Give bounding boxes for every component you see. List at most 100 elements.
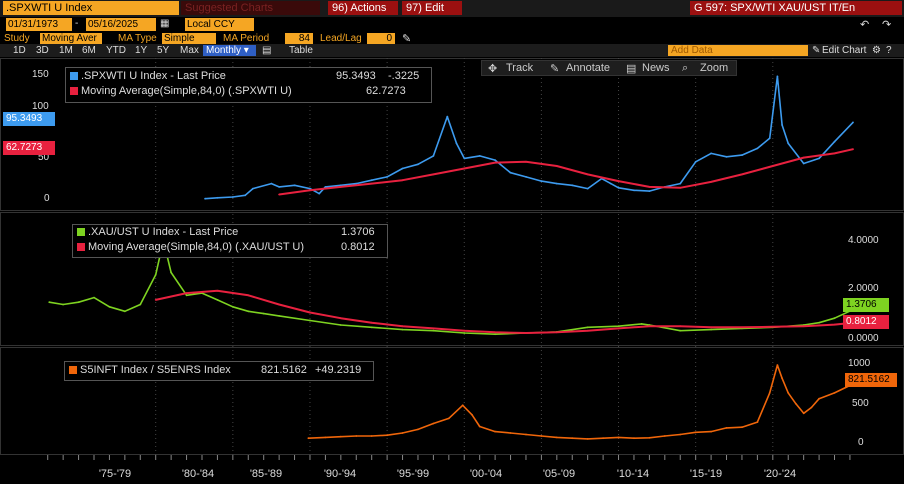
data-point xyxy=(586,329,589,332)
data-point xyxy=(787,142,790,145)
data-point xyxy=(432,422,435,425)
currency-select[interactable]: Local CCY xyxy=(185,18,254,31)
x-axis-label: '00-'04 xyxy=(469,468,503,480)
period-3d[interactable]: 3D xyxy=(36,45,49,56)
data-point xyxy=(525,160,527,163)
data-point xyxy=(154,273,157,276)
suggested-charts-button[interactable]: Suggested Charts xyxy=(181,1,320,15)
data-point xyxy=(278,186,280,188)
data-point xyxy=(710,181,712,183)
settings-icon[interactable]: ⚙ xyxy=(872,45,881,56)
add-data-field[interactable]: Add Data xyxy=(668,45,808,56)
period-1y[interactable]: 1Y xyxy=(135,45,148,56)
xau-ust-line xyxy=(49,239,854,336)
data-point xyxy=(818,397,820,400)
x-axis-label: '05-'09 xyxy=(542,468,576,480)
data-point xyxy=(309,189,311,192)
chart-title-bar: G 597: SPX/WTI XAU/UST IT/En xyxy=(690,1,902,15)
data-point xyxy=(679,186,682,189)
calendar-icon[interactable]: ▦ xyxy=(160,18,170,29)
data-point xyxy=(471,413,473,416)
data-point xyxy=(540,180,543,183)
data-point xyxy=(679,325,682,328)
data-point xyxy=(417,163,419,166)
period-1d[interactable]: 1D xyxy=(13,45,26,56)
x-axis-label: '20-'24 xyxy=(763,468,797,480)
annotate-button[interactable]: Annotate xyxy=(566,62,611,74)
data-point xyxy=(432,329,435,332)
data-point xyxy=(555,165,558,167)
data-point xyxy=(124,310,126,313)
security-ticker-field[interactable]: .SPXWTI U Index xyxy=(3,1,179,15)
track-icon[interactable]: ✥ xyxy=(488,63,498,75)
period-ytd[interactable]: YTD xyxy=(106,45,126,56)
price-tag-xau-ma: 0.8012 xyxy=(843,315,889,329)
price-tag-spxwti-ma: 62.7273 xyxy=(3,141,55,155)
news-icon[interactable]: ▤ xyxy=(626,63,637,75)
data-point xyxy=(252,187,254,190)
edit-menu-button[interactable]: 97) Edit xyxy=(402,1,462,15)
data-point xyxy=(77,301,80,304)
data-point xyxy=(617,325,620,328)
data-point xyxy=(417,428,419,431)
data-point xyxy=(776,75,779,78)
frequency-select[interactable]: Monthly ▾ xyxy=(203,45,256,56)
period-5y[interactable]: 5Y xyxy=(157,45,170,56)
legend-entry-spxwti: .SPXWTI U Index - Last Price xyxy=(70,70,226,82)
data-point xyxy=(478,425,481,428)
ma-period-field[interactable]: 84 xyxy=(285,33,313,44)
period-max[interactable]: Max xyxy=(180,45,199,56)
data-point xyxy=(318,192,321,195)
legend-entry-tech-energy: S5INFT Index / S5ENRS Index xyxy=(69,364,231,376)
data-point xyxy=(768,392,771,394)
lead-lag-field[interactable]: 0 xyxy=(367,33,395,44)
data-point xyxy=(694,431,697,434)
data-point xyxy=(768,137,771,140)
data-point xyxy=(802,412,805,415)
data-point xyxy=(370,326,373,329)
table-button[interactable]: Table xyxy=(289,45,313,56)
data-point xyxy=(509,432,512,434)
data-point xyxy=(633,437,635,440)
data-point xyxy=(694,160,697,163)
data-point xyxy=(586,438,589,440)
edit-chart-button[interactable]: Edit Chart xyxy=(822,45,867,56)
data-point xyxy=(679,182,682,185)
data-point xyxy=(386,434,388,437)
actions-menu-button[interactable]: 96) Actions xyxy=(328,1,398,15)
edit-chart-icon[interactable]: ✎ xyxy=(812,45,821,56)
data-point xyxy=(494,159,496,162)
track-button[interactable]: Track xyxy=(506,62,534,74)
pencil-icon[interactable]: ✎ xyxy=(402,33,412,45)
study-select[interactable]: Moving Aver xyxy=(40,33,102,44)
data-point xyxy=(244,194,247,197)
undo-icon[interactable]: ↶ xyxy=(860,19,870,31)
news-button[interactable]: News xyxy=(642,62,670,74)
help-icon[interactable]: ? xyxy=(886,45,892,56)
y-tick: 500 xyxy=(852,398,869,409)
end-date-field[interactable]: 05/16/2025 xyxy=(86,18,156,31)
legend-series-name: Moving Average(Simple,84,0) (.XAU/UST U) xyxy=(88,241,305,253)
legend-value: 95.3493 xyxy=(336,70,376,82)
period-1m[interactable]: 1M xyxy=(59,45,73,56)
data-point xyxy=(216,196,219,199)
x-axis-label: '80-'84 xyxy=(181,468,215,480)
data-point xyxy=(262,312,265,315)
data-point xyxy=(401,167,404,170)
data-point xyxy=(648,436,651,439)
data-point xyxy=(640,323,643,325)
data-point xyxy=(810,406,813,409)
x-axis-label: '10-'14 xyxy=(616,468,650,480)
data-point xyxy=(278,303,280,306)
zoom-button[interactable]: Zoom xyxy=(700,62,729,74)
table-icon[interactable]: ▤ xyxy=(262,45,272,56)
redo-icon[interactable]: ↷ xyxy=(882,19,892,31)
ma-type-select[interactable]: Simple xyxy=(162,33,216,44)
start-date-field[interactable]: 01/31/1973 xyxy=(6,18,72,31)
period-6m[interactable]: 6M xyxy=(82,45,96,56)
data-point xyxy=(571,184,574,187)
data-point xyxy=(648,190,651,193)
zoom-icon[interactable]: ⌕ xyxy=(682,62,689,74)
annotate-icon[interactable]: ✎ xyxy=(550,63,560,75)
